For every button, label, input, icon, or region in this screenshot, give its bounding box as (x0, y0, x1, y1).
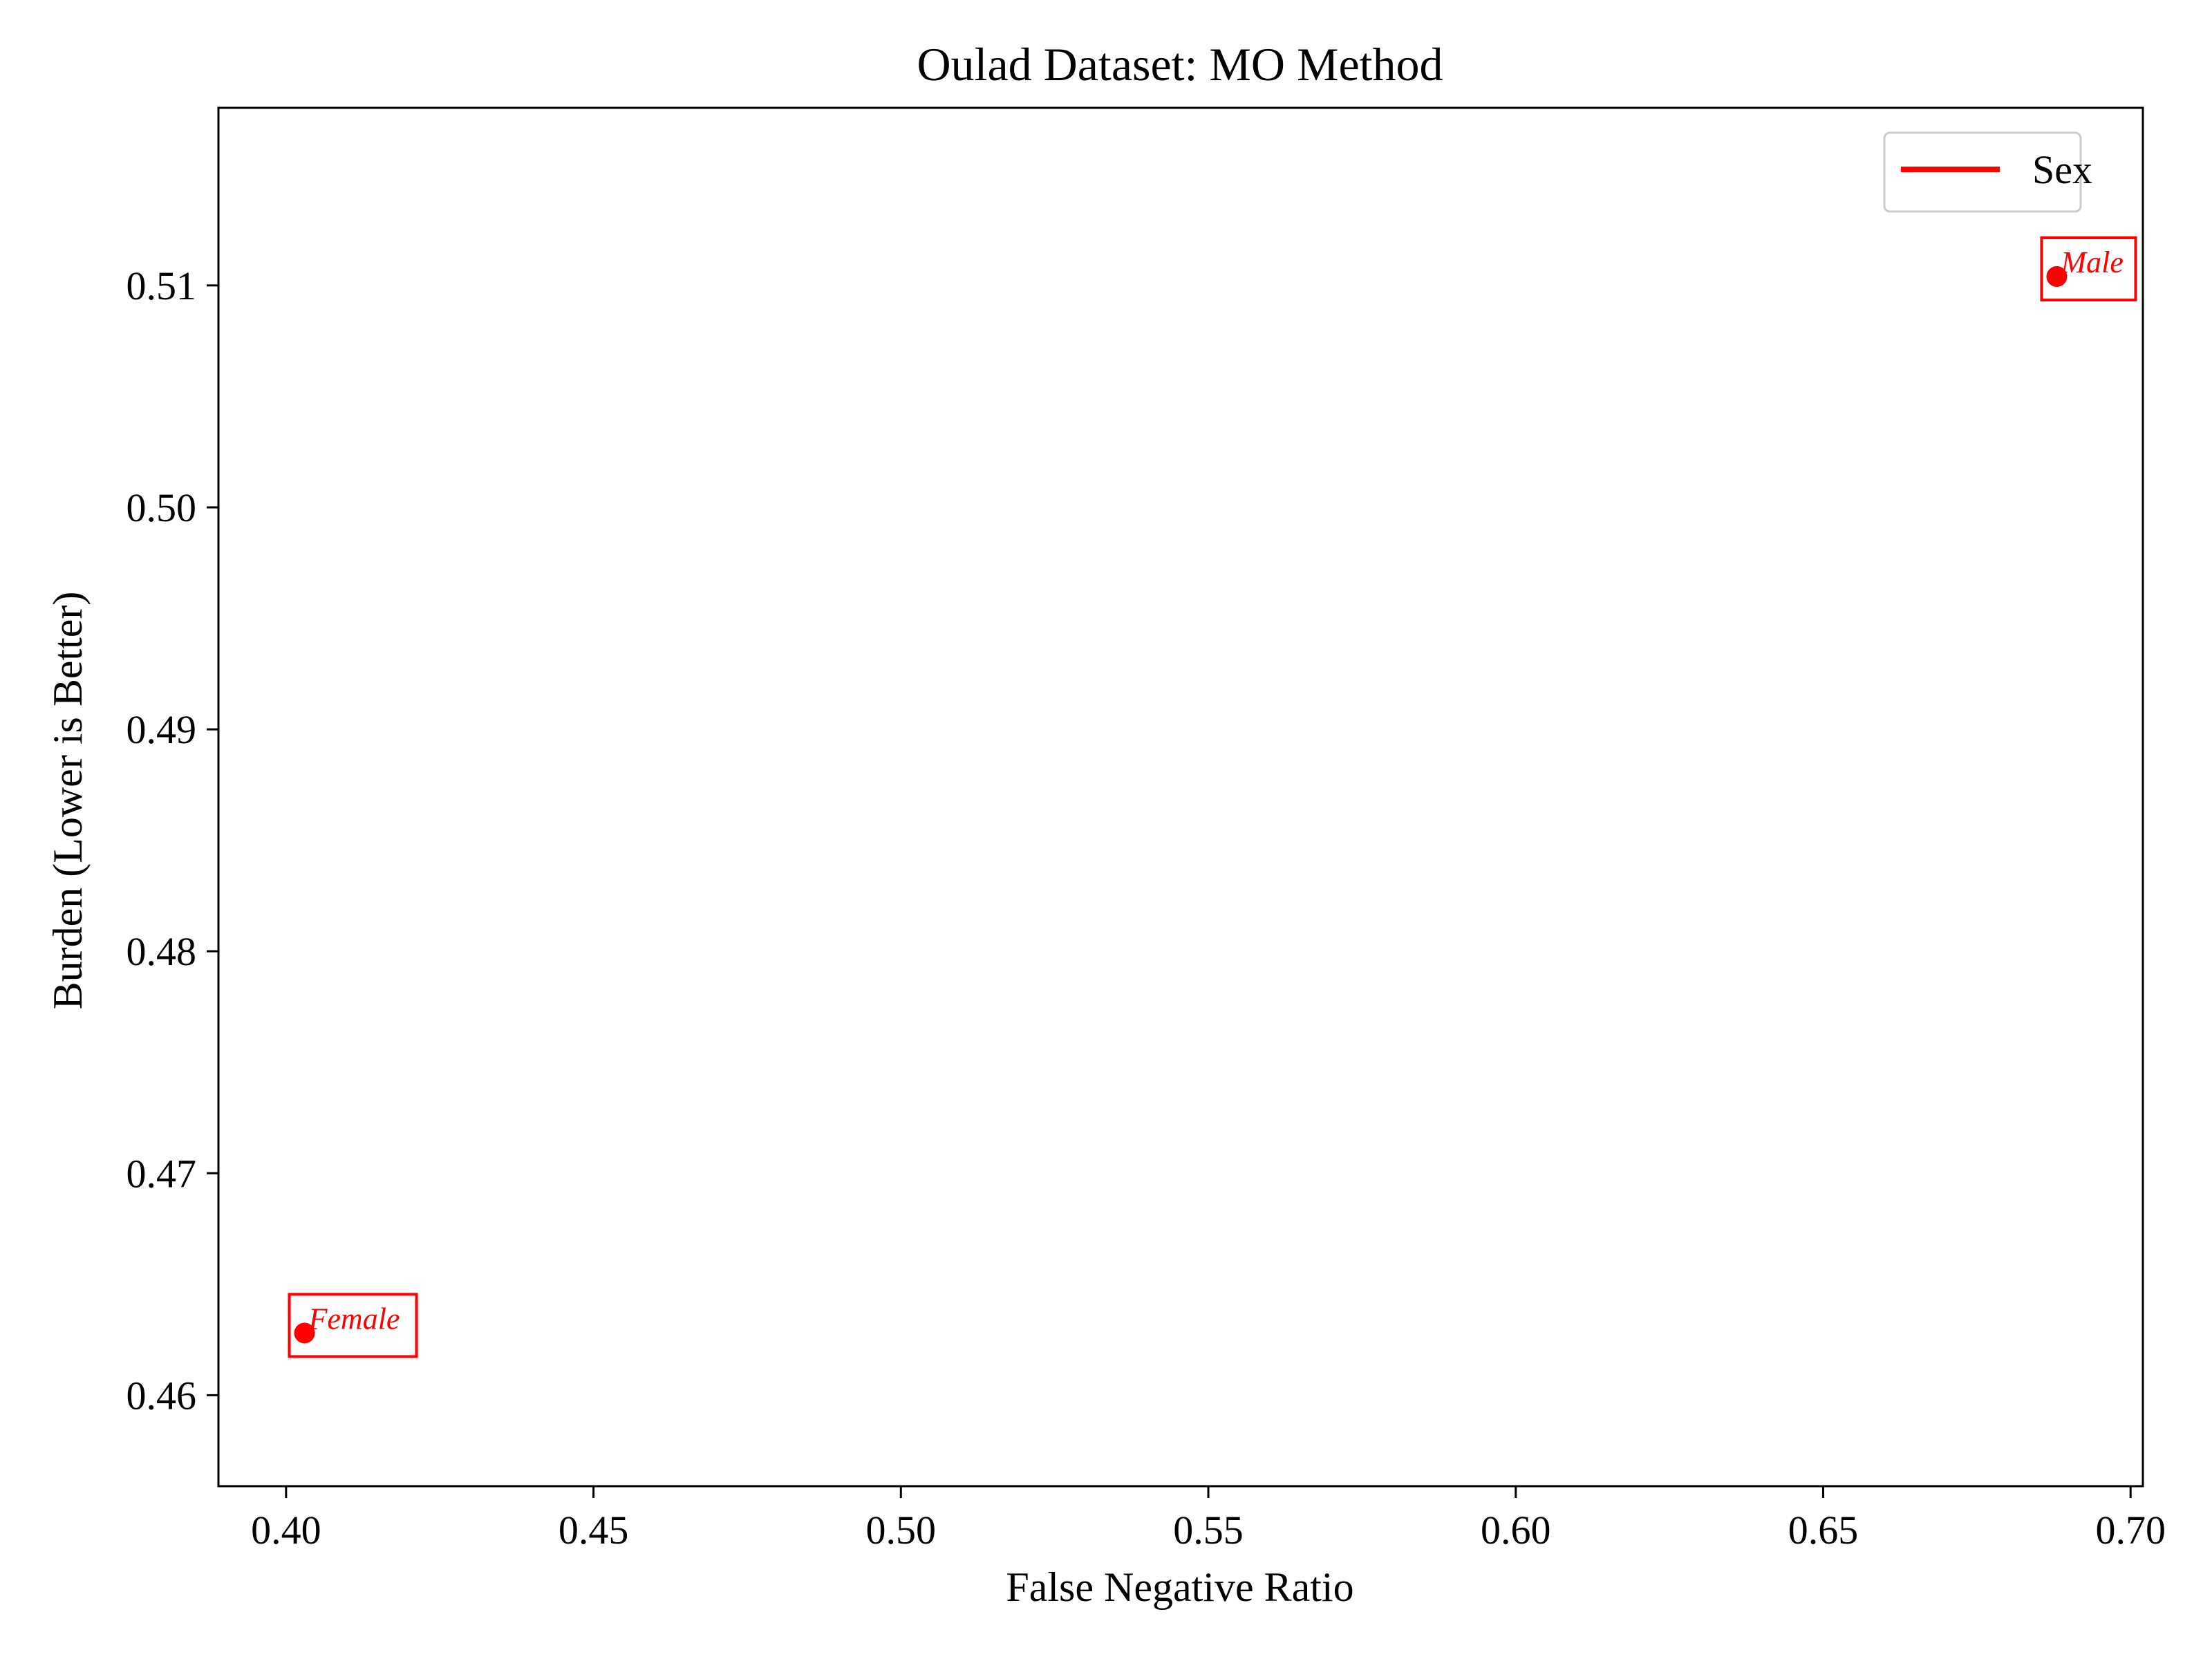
x-tick-label: 0.40 (251, 1508, 321, 1553)
data-point-male (2046, 266, 2068, 288)
x-tick-label: 0.60 (1481, 1508, 1551, 1553)
x-tick-label: 0.65 (1788, 1508, 1859, 1553)
point-label-box-male (2040, 236, 2137, 302)
y-tick-label: 0.51 (126, 263, 197, 308)
y-tick-label: 0.49 (126, 707, 197, 752)
data-marks: Female Male (288, 236, 2137, 1358)
y-tick-label: 0.47 (126, 1151, 197, 1196)
x-axis: 0.40 0.45 0.50 0.55 0.60 0.65 0.70 (251, 1486, 2166, 1553)
y-tick-label: 0.50 (126, 485, 197, 530)
y-axis-label: Burden (Lower is Better) (45, 592, 91, 1010)
x-axis-label: False Negative Ratio (1006, 1564, 1353, 1610)
plot-area (217, 106, 2144, 1488)
x-tick-label: 0.55 (1173, 1508, 1244, 1553)
y-axis: 0.46 0.47 0.48 0.49 0.50 0.51 (126, 263, 218, 1418)
legend-label-sex: Sex (2032, 147, 2092, 192)
y-tick-label: 0.48 (126, 929, 197, 974)
legend: Sex (1883, 131, 2092, 213)
x-tick-label: 0.70 (2095, 1508, 2166, 1553)
x-tick-label: 0.50 (866, 1508, 937, 1553)
plot-frame (217, 106, 2144, 1488)
x-tick-label: 0.45 (559, 1508, 629, 1553)
data-point-female (294, 1322, 315, 1344)
point-label-box-female (288, 1293, 418, 1358)
point-label-female: Female (308, 1302, 400, 1335)
chart-title: Oulad Dataset: MO Method (917, 38, 1443, 91)
y-tick-label: 0.46 (126, 1373, 197, 1418)
point-label-male: Male (2060, 245, 2123, 279)
